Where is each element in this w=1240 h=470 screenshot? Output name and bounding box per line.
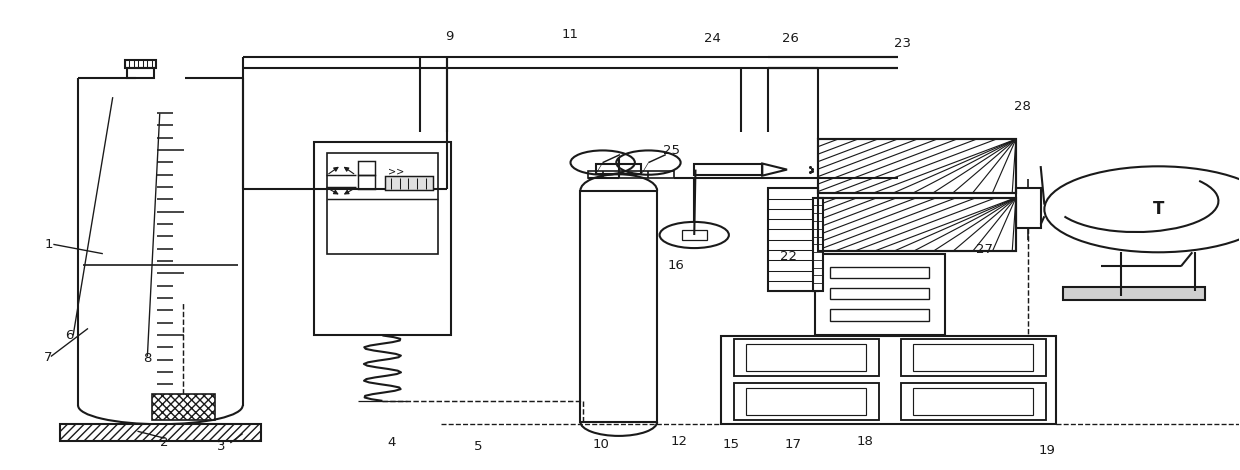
Bar — [818, 197, 1016, 251]
Bar — [327, 153, 438, 254]
Text: 16: 16 — [667, 259, 684, 272]
Bar — [722, 337, 1055, 424]
Text: 4: 4 — [387, 437, 396, 449]
Text: 12: 12 — [671, 435, 688, 448]
Text: 28: 28 — [1013, 100, 1030, 113]
Text: 26: 26 — [782, 32, 799, 45]
Bar — [813, 197, 823, 291]
Bar — [746, 344, 867, 371]
Text: 9: 9 — [445, 30, 454, 43]
Bar — [913, 344, 1033, 371]
Bar — [1016, 188, 1040, 228]
Bar — [60, 424, 262, 440]
Bar — [588, 171, 675, 178]
Bar — [831, 266, 929, 278]
Text: 27: 27 — [976, 243, 993, 256]
Text: 11: 11 — [562, 28, 579, 40]
Text: 18: 18 — [857, 435, 873, 448]
Text: 6: 6 — [66, 329, 73, 342]
Bar — [153, 394, 215, 420]
Bar — [769, 188, 818, 291]
Text: T: T — [1152, 200, 1164, 218]
Text: 23: 23 — [894, 37, 910, 50]
Text: 24: 24 — [704, 32, 722, 45]
Text: 25: 25 — [663, 144, 681, 157]
Bar — [831, 288, 929, 299]
Circle shape — [660, 222, 729, 248]
Text: >>: >> — [388, 166, 404, 176]
Bar — [734, 383, 879, 420]
Bar — [128, 68, 154, 78]
Bar — [358, 175, 374, 189]
Text: 2: 2 — [160, 437, 169, 449]
Bar — [900, 339, 1045, 376]
Bar — [384, 176, 433, 190]
Text: 22: 22 — [780, 250, 797, 263]
Bar — [816, 254, 945, 336]
Bar — [818, 139, 1016, 193]
Text: 8: 8 — [143, 352, 151, 365]
Bar — [596, 164, 641, 174]
Bar — [694, 164, 763, 175]
Text: 17: 17 — [785, 438, 802, 451]
Bar — [358, 161, 374, 175]
Text: 19: 19 — [1038, 444, 1055, 457]
Text: 3: 3 — [217, 439, 226, 453]
Bar — [315, 141, 450, 336]
Bar — [1063, 287, 1205, 300]
Bar — [580, 191, 657, 422]
Text: 5: 5 — [474, 439, 482, 453]
Bar — [818, 139, 1016, 193]
Bar — [746, 388, 867, 415]
Bar — [734, 339, 879, 376]
Text: 7: 7 — [45, 351, 52, 364]
Circle shape — [1044, 166, 1240, 252]
Bar — [818, 197, 1016, 251]
Text: 10: 10 — [593, 438, 610, 451]
Bar — [125, 60, 156, 68]
Bar — [682, 230, 707, 240]
Bar — [831, 309, 929, 321]
Bar — [900, 383, 1045, 420]
Text: 1: 1 — [45, 238, 52, 251]
Text: 15: 15 — [723, 438, 740, 451]
Bar — [913, 388, 1033, 415]
